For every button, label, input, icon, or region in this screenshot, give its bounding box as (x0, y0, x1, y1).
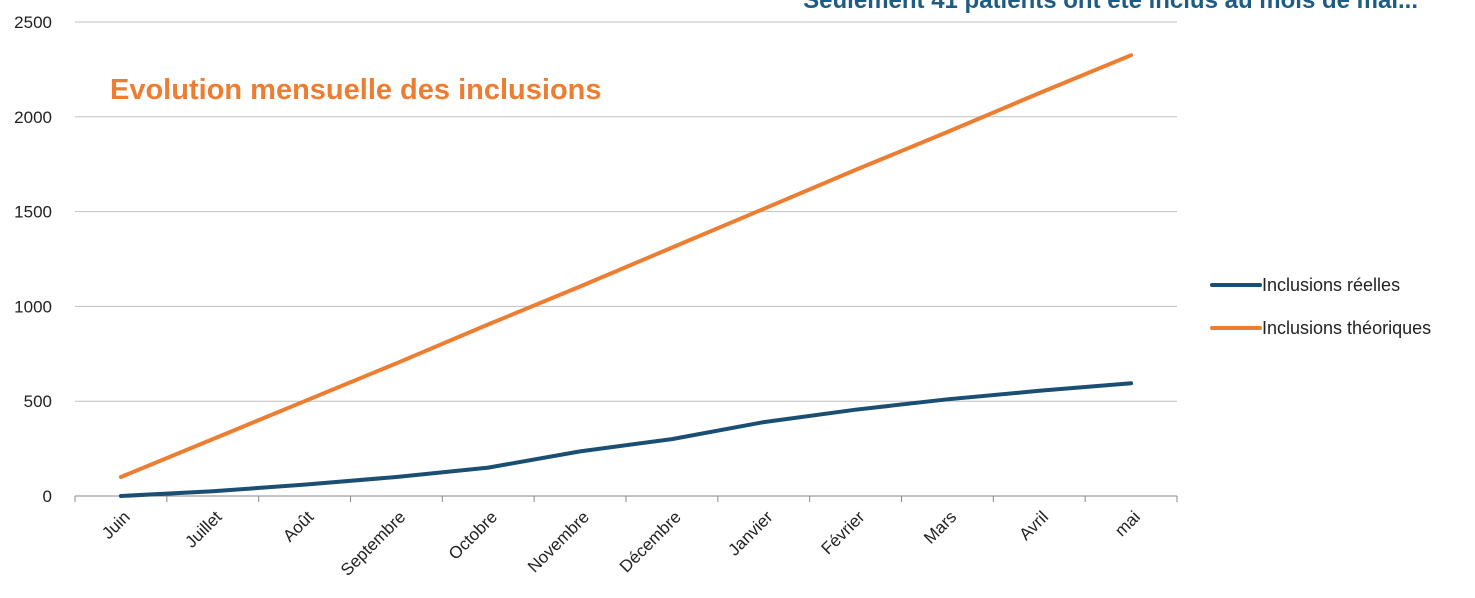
x-tick-label: Septembre (337, 507, 409, 579)
gridlines (75, 21, 1177, 402)
x-tick-label: Octobre (445, 507, 501, 563)
y-tick-label: 1500 (14, 203, 52, 222)
x-tick-label: Juin (98, 507, 133, 542)
x-tick-label: Août (279, 507, 317, 545)
y-tick-label: 2500 (14, 13, 52, 32)
series-lines (118, 53, 1134, 498)
series-line-theoriques (118, 53, 1134, 479)
x-tick-label: Février (818, 507, 869, 558)
y-tick-label: 1000 (14, 297, 52, 316)
legend: Inclusions réelles Inclusions théoriques (1210, 275, 1431, 338)
series-line-reelles (118, 381, 1134, 498)
x-tick-label: mai (1111, 507, 1144, 540)
headline-text: Seulement 41 patients ont été inclus au … (803, 0, 1418, 14)
y-tick-label: 500 (24, 392, 52, 411)
y-tick-label: 0 (43, 487, 52, 506)
y-tick-label: 2000 (14, 108, 52, 127)
legend-label: Inclusions théoriques (1262, 318, 1431, 338)
legend-label: Inclusions réelles (1262, 275, 1400, 295)
x-tick-label: Avril (1015, 507, 1052, 544)
chart-title: Evolution mensuelle des inclusions (110, 74, 602, 106)
x-tick-label: Décembre (616, 507, 685, 576)
x-tick-label: Mars (920, 507, 960, 547)
x-tick-label: Juillet (181, 507, 225, 551)
x-tick-label: Novembre (524, 507, 593, 576)
x-tick-label: Janvier (724, 507, 776, 559)
